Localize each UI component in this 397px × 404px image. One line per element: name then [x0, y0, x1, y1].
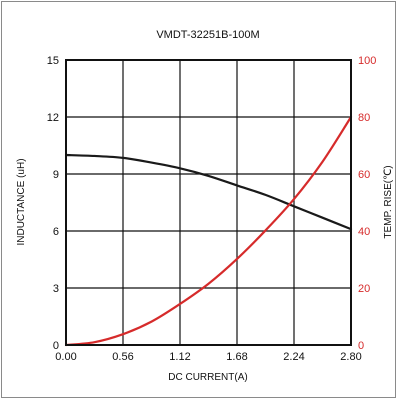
inductance-curve [64, 153, 353, 231]
x-tick-label: 1.68 [226, 351, 247, 363]
y-left-tick-label: 12 [47, 112, 59, 124]
x-axis-title: DC CURRENT(A) [168, 372, 247, 383]
y-right-tick-label: 60 [358, 169, 370, 181]
temp-rise-curve [64, 115, 353, 347]
plot-border [65, 59, 352, 346]
y-left-tick-label: 0 [53, 340, 59, 352]
y-left-tick-label: 3 [53, 283, 59, 295]
y-right-tick-label: 0 [358, 340, 364, 352]
y-left-tick-label: 6 [53, 226, 59, 238]
y-axis-left-title: INDUCTANCE (uH) [16, 158, 27, 245]
y-left-tick-label: 9 [53, 169, 59, 181]
tick-labels: 0.00 0.56 1.12 1.68 2.24 2.800369121502040608… [47, 55, 377, 363]
x-tick-label: 2.80 [340, 351, 361, 363]
chart-frame [1, 1, 396, 398]
grid-lines [66, 60, 351, 345]
y-right-tick-label: 80 [358, 112, 370, 124]
x-tick-label: 0.56 [112, 351, 133, 363]
x-tick-label: 0.00 [55, 351, 76, 363]
y-right-tick-label: 100 [358, 55, 376, 67]
y-axis-right-title: TEMP. RISE(℃) [383, 165, 394, 238]
series-layer [64, 115, 353, 347]
x-tick-label: 1.12 [169, 351, 190, 363]
y-right-tick-label: 40 [358, 226, 370, 238]
y-left-tick-label: 15 [47, 55, 59, 67]
y-right-tick-label: 20 [358, 283, 370, 295]
chart-title: VMDT-32251B-100M [156, 29, 259, 41]
x-tick-label: 2.24 [283, 351, 304, 363]
